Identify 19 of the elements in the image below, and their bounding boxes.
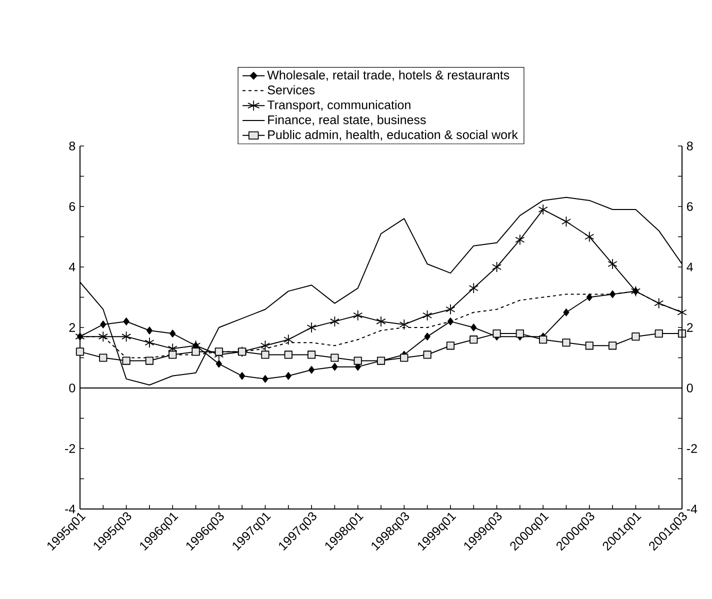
legend-label: Finance, real state, business	[268, 115, 426, 126]
y-tick-label: -4	[686, 504, 698, 514]
y-tick-label: 4	[686, 262, 693, 272]
y2-tick-label: -2	[65, 444, 76, 453]
legend-label: Wholesale, retail trade, hotels & restaurants	[267, 70, 510, 81]
y-tick-label: -2	[686, 444, 697, 453]
y2-tick-label: 0	[69, 384, 76, 392]
y-tick-label: 8	[686, 142, 693, 150]
y2-tick-label: 2	[69, 323, 76, 332]
y-tick-label: 0	[686, 384, 693, 392]
y2-tick-label: 4	[68, 262, 76, 272]
y2-tick-label: -4	[65, 504, 76, 514]
legend-label: Services	[268, 85, 315, 94]
y2-tick-label: 8	[69, 142, 76, 150]
y-tick-label: 2	[687, 323, 693, 332]
y2-tick-label: 6	[69, 202, 76, 211]
legend-label: Public admin, health, education & social work	[268, 130, 518, 141]
y-tick-label: 6	[687, 202, 693, 211]
legend-label: Transport, communication	[267, 100, 410, 112]
